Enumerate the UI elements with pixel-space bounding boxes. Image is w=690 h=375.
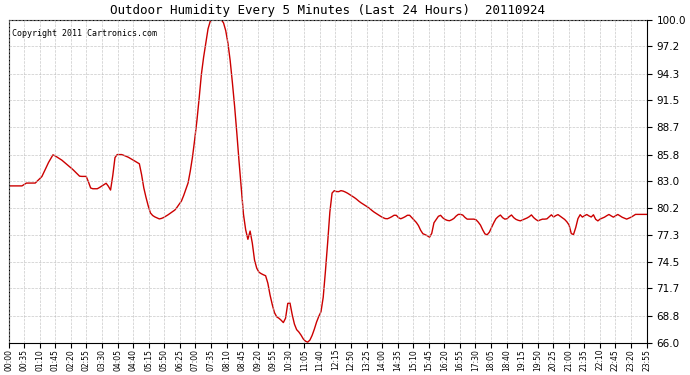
Text: Copyright 2011 Cartronics.com: Copyright 2011 Cartronics.com xyxy=(12,29,157,38)
Title: Outdoor Humidity Every 5 Minutes (Last 24 Hours)  20110924: Outdoor Humidity Every 5 Minutes (Last 2… xyxy=(110,4,545,17)
